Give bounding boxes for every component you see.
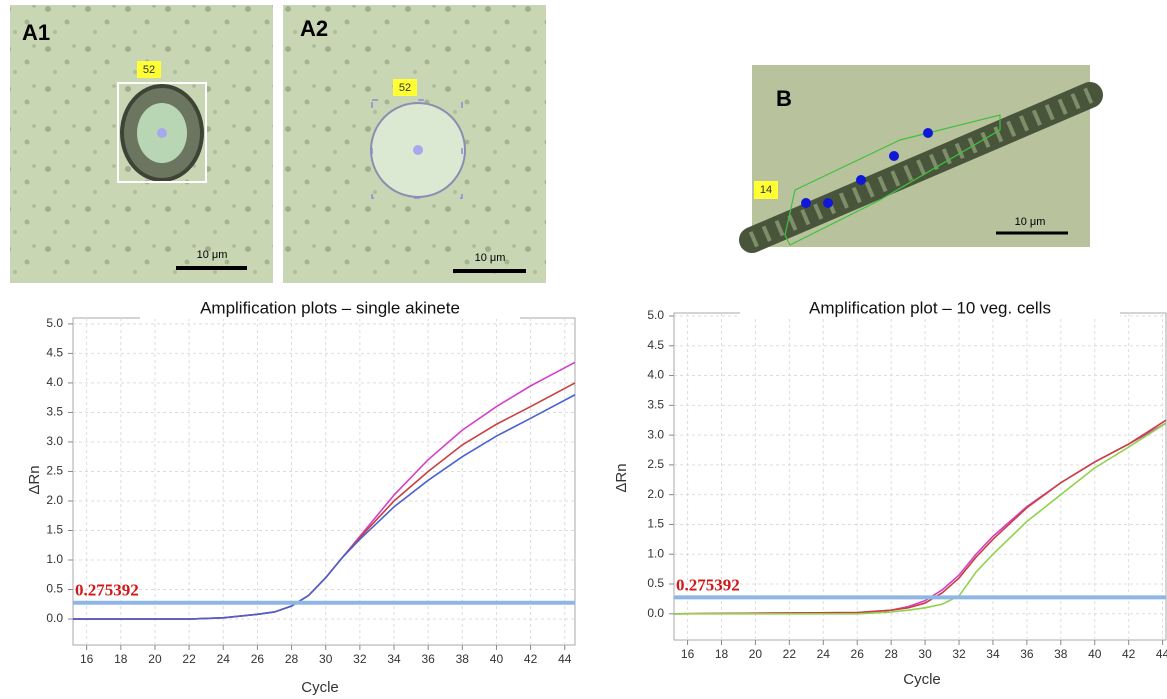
y-tick-label: 1.0 — [46, 552, 63, 566]
chart-title: Amplification plots – single akinete — [200, 298, 460, 317]
y-tick-label: 1.5 — [647, 517, 664, 531]
y-tick-label: 0.5 — [647, 576, 664, 590]
x-tick-label: 24 — [217, 652, 231, 666]
threshold-label: 0.275392 — [75, 581, 139, 600]
x-tick-label: 24 — [817, 647, 831, 661]
x-axis-label: Cycle — [301, 679, 339, 696]
x-tick-label: 40 — [490, 652, 504, 666]
x-axis-label: Cycle — [903, 671, 941, 688]
x-tick-label: 36 — [1020, 647, 1034, 661]
x-tick-label: 32 — [353, 652, 367, 666]
x-tick-label: 32 — [952, 647, 966, 661]
plot-area — [673, 312, 1167, 641]
x-tick-label: 38 — [1054, 647, 1068, 661]
chart-title: Amplification plot – 10 veg. cells — [809, 298, 1051, 317]
x-tick-label: 42 — [524, 652, 538, 666]
y-axis-label: ΔRn — [26, 465, 43, 494]
panel-label: B — [776, 86, 792, 111]
y-tick-label: 3.0 — [46, 434, 63, 448]
amplification-curve — [674, 422, 1167, 615]
x-tick-label: 20 — [148, 652, 162, 666]
x-tick-label: 40 — [1088, 647, 1102, 661]
x-tick-label: 18 — [715, 647, 729, 661]
y-tick-label: 4.5 — [647, 338, 664, 352]
micrograph-b — [739, 65, 1103, 253]
y-tick-label: 3.0 — [647, 427, 664, 441]
y-tick-label: 2.5 — [46, 464, 63, 478]
panel-label: A2 — [300, 16, 328, 41]
y-tick-label: 0.0 — [46, 611, 63, 625]
y-tick-label: 3.5 — [46, 405, 63, 419]
y-tick-label: 2.5 — [647, 457, 664, 471]
x-tick-label: 34 — [387, 652, 401, 666]
x-tick-label: 44 — [558, 652, 572, 666]
x-tick-label: 34 — [986, 647, 1000, 661]
y-tick-label: 1.0 — [647, 546, 664, 560]
micrograph-a1 — [10, 5, 273, 283]
x-tick-label: 42 — [1122, 647, 1136, 661]
x-tick-label: 38 — [456, 652, 470, 666]
y-tick-label: 0.5 — [46, 582, 63, 596]
y-tick-label: 5.0 — [647, 308, 664, 322]
plot-area — [72, 317, 576, 646]
y-tick-label: 4.0 — [46, 375, 63, 389]
x-tick-label: 18 — [114, 652, 128, 666]
scale-label: 10 μm — [475, 252, 506, 264]
x-tick-label: 30 — [918, 647, 932, 661]
y-axis-label: ΔRn — [613, 463, 630, 492]
roi-tag: 52 — [143, 64, 155, 76]
x-tick-label: 36 — [421, 652, 435, 666]
y-tick-label: 4.0 — [647, 368, 664, 382]
roi-tag: 52 — [399, 82, 411, 94]
amplification-curve — [673, 419, 1167, 615]
micrograph-a2 — [283, 5, 546, 283]
x-tick-label: 16 — [80, 652, 94, 666]
x-tick-label: 26 — [251, 652, 265, 666]
scale-label: 10 μm — [197, 249, 228, 261]
x-tick-label: 26 — [851, 647, 865, 661]
roi-tag: 14 — [760, 184, 772, 196]
x-tick-label: 22 — [182, 652, 196, 666]
amplification-curve — [73, 394, 576, 620]
title-background — [140, 297, 520, 319]
threshold-label: 0.275392 — [676, 575, 740, 594]
x-tick-label: 20 — [749, 647, 763, 661]
scale-label: 10 μm — [1015, 216, 1046, 228]
x-tick-label: 16 — [681, 647, 695, 661]
y-tick-label: 5.0 — [46, 316, 63, 330]
y-tick-label: 4.5 — [46, 346, 63, 360]
x-tick-label: 44 — [1156, 647, 1167, 661]
y-tick-label: 0.0 — [647, 606, 664, 620]
panel-label: A1 — [22, 20, 50, 45]
title-background — [740, 297, 1120, 319]
x-tick-label: 22 — [783, 647, 797, 661]
y-tick-label: 2.0 — [647, 487, 664, 501]
x-tick-label: 28 — [285, 652, 299, 666]
y-tick-label: 1.5 — [46, 523, 63, 537]
y-tick-label: 3.5 — [647, 397, 664, 411]
y-tick-label: 2.0 — [46, 493, 63, 507]
x-tick-label: 30 — [319, 652, 333, 666]
x-tick-label: 28 — [884, 647, 898, 661]
